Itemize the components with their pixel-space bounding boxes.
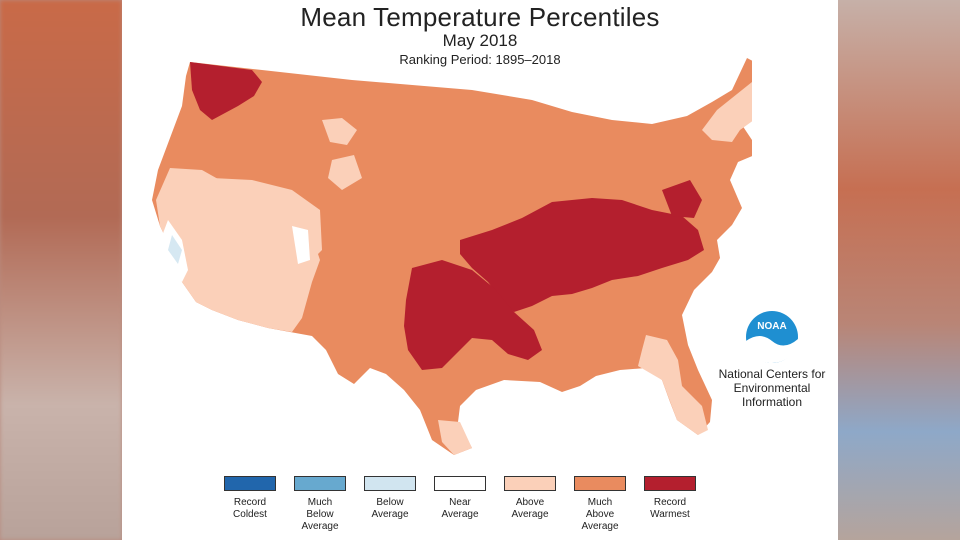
organization-name: National Centers for Environmental Infor…: [712, 367, 832, 409]
legend-label: Much Below Average: [301, 497, 339, 532]
region-near-utah: [292, 226, 310, 264]
legend-swatch: [364, 476, 416, 491]
region-above-wyoming: [328, 155, 362, 190]
legend-item-near: Near Average: [430, 476, 490, 521]
org-line-1: National Centers for: [718, 367, 826, 381]
legend-label: Above Average: [511, 497, 549, 520]
noaa-logo: NOAA: [746, 311, 798, 363]
legend-swatch: [224, 476, 276, 491]
legend-label: Record Coldest: [233, 497, 267, 520]
region-above-southeast: [638, 335, 708, 435]
map-subtitle: May 2018: [442, 31, 518, 50]
legend-swatch: [574, 476, 626, 491]
us-temperature-map: [152, 58, 752, 455]
org-line-3: Information: [741, 395, 803, 409]
map-title: Mean Temperature Percentiles: [300, 2, 660, 32]
region-record-southern-plains: [404, 260, 542, 370]
region-above-northeast: [702, 82, 752, 142]
region-above-montana: [322, 118, 357, 145]
region-above-texas-south: [438, 420, 472, 455]
legend-item-record-warmest: Record Warmest: [640, 476, 700, 521]
legend-label: Much Above Average: [581, 497, 619, 532]
legend-swatch: [294, 476, 346, 491]
legend-swatch: [434, 476, 486, 491]
ranking-period: Ranking Period: 1895–2018: [399, 52, 561, 67]
legend-item-record-coldest: Record Coldest: [220, 476, 280, 521]
legend-label: Record Warmest: [650, 497, 690, 520]
legend-item-above: Above Average: [500, 476, 560, 521]
legend-swatch: [504, 476, 556, 491]
legend: Record Coldest Much Below Average Below …: [220, 476, 700, 536]
legend-label: Below Average: [371, 497, 409, 520]
org-line-2: Environmental: [733, 381, 811, 395]
legend-item-below: Below Average: [360, 476, 420, 521]
background-left: [0, 0, 122, 540]
region-record-pacific-northwest: [190, 62, 262, 120]
background-right: [838, 0, 960, 540]
noaa-logo-text: NOAA: [757, 321, 786, 332]
region-below-california: [168, 235, 182, 264]
legend-item-much-above: Much Above Average: [570, 476, 630, 533]
legend-swatch: [644, 476, 696, 491]
map-panel: Mean Temperature Percentiles May 2018 Ra…: [122, 0, 838, 540]
region-record-midwest: [460, 198, 704, 312]
legend-item-much-below: Much Below Average: [290, 476, 350, 533]
region-record-ohio-valley: [662, 180, 702, 218]
legend-label: Near Average: [441, 497, 479, 520]
us-outline: [152, 58, 752, 455]
